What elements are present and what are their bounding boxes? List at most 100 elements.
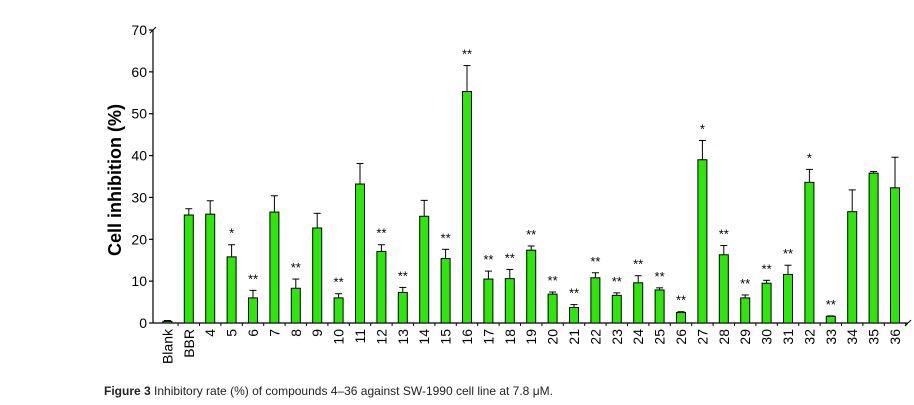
x-tick-label: 11 — [352, 329, 368, 344]
significance-marker: ** — [483, 252, 493, 267]
significance-marker: ** — [719, 227, 729, 242]
bar — [397, 291, 408, 324]
x-tick-label: 10 — [331, 329, 347, 345]
x-tick-label: 18 — [502, 329, 518, 345]
y-axis-label: Cell inhibition (%) — [105, 104, 125, 256]
significance-marker: ** — [548, 273, 558, 288]
bar — [740, 297, 751, 324]
x-tick-label: 23 — [609, 329, 625, 345]
x-tick-label: 17 — [480, 329, 496, 345]
bar — [290, 287, 301, 324]
bar — [633, 282, 644, 324]
x-tick-label: 9 — [309, 329, 325, 337]
bar — [611, 294, 622, 324]
bar — [312, 227, 323, 324]
bar — [226, 256, 237, 324]
bar — [890, 187, 900, 324]
x-tick-label: 8 — [288, 329, 304, 337]
significance-marker: ** — [676, 293, 686, 308]
bar — [183, 214, 194, 324]
x-tick-label: 13 — [395, 329, 411, 345]
significance-marker: * — [229, 226, 234, 241]
x-tick-label: 4 — [202, 329, 218, 337]
x-tick-label: 21 — [566, 329, 582, 345]
x-tick-label: 36 — [887, 329, 903, 345]
bar — [718, 254, 729, 324]
x-tick-label: 22 — [587, 329, 603, 345]
significance-marker: ** — [334, 275, 344, 290]
bar — [526, 249, 537, 324]
figure-caption: Figure 3 Inhibitory rate (%) of compound… — [104, 384, 553, 398]
significance-marker: * — [700, 122, 705, 137]
x-tick-label: 7 — [266, 329, 282, 337]
significance-marker: ** — [655, 269, 665, 284]
x-tick-label: 33 — [823, 329, 839, 345]
x-tick-label: 30 — [759, 329, 775, 345]
significance-marker: ** — [826, 297, 836, 312]
significance-marker: ** — [248, 271, 258, 286]
significance-marker: ** — [376, 226, 386, 241]
chart-bars — [162, 65, 900, 324]
bar — [761, 282, 772, 324]
bar — [697, 159, 708, 324]
y-tick-label: 20 — [131, 231, 147, 247]
bar — [248, 297, 258, 324]
x-tick-label: 14 — [416, 329, 432, 345]
significance-marker: ** — [762, 261, 772, 276]
significance-marker: ** — [398, 268, 408, 283]
significance-marker: ** — [569, 286, 579, 301]
bar — [483, 278, 494, 324]
x-tick-label: 5 — [224, 329, 240, 337]
significance-marker: ** — [740, 276, 750, 291]
bar — [590, 277, 601, 324]
bar — [419, 215, 430, 324]
bar — [333, 297, 344, 324]
significance-marker: ** — [526, 227, 536, 242]
bar — [676, 312, 686, 324]
significance-marker: ** — [590, 254, 600, 269]
bar — [440, 258, 451, 324]
x-tick-label: 35 — [866, 329, 882, 345]
significance-marker: ** — [505, 250, 515, 265]
significance-marker: ** — [291, 260, 301, 275]
bar — [868, 172, 879, 324]
x-tick-label: 32 — [801, 329, 817, 345]
bar — [269, 211, 280, 324]
x-tick-label: 24 — [630, 329, 646, 345]
significance-marker: ** — [441, 230, 451, 245]
bar — [376, 250, 387, 324]
bar — [205, 213, 216, 324]
bar — [847, 211, 858, 324]
x-tick-label: 6 — [245, 329, 261, 337]
x-tick-label: 27 — [694, 329, 710, 345]
x-tick-label: Blank — [159, 328, 175, 364]
bar — [654, 289, 665, 324]
significance-marker: ** — [783, 246, 793, 261]
bar — [162, 320, 173, 324]
caption-label: Figure 3 — [104, 384, 151, 398]
y-tick-label: 10 — [131, 273, 147, 289]
caption-text: Inhibitory rate (%) of compounds 4–36 ag… — [154, 384, 553, 398]
bar — [504, 278, 515, 324]
y-tick-label: 40 — [131, 148, 147, 164]
x-tick-label: 25 — [652, 329, 668, 345]
significance-marker: ** — [633, 257, 643, 272]
x-tick-label: 26 — [673, 329, 689, 345]
x-tick-label: 29 — [737, 329, 753, 345]
x-tick-label: BBR — [181, 329, 197, 358]
bar — [569, 307, 579, 324]
significance-marker: ** — [462, 47, 472, 62]
bar — [462, 91, 472, 324]
y-tick-label: 60 — [131, 64, 147, 80]
y-tick-label: 0 — [139, 315, 147, 331]
x-tick-label: 28 — [716, 329, 732, 345]
bar — [804, 181, 815, 324]
x-tick-label: 19 — [523, 329, 539, 345]
x-tick-label: 31 — [780, 329, 796, 345]
significance-marker: ** — [612, 274, 622, 289]
bar — [355, 183, 365, 324]
bar — [825, 315, 836, 324]
bar — [783, 273, 793, 324]
